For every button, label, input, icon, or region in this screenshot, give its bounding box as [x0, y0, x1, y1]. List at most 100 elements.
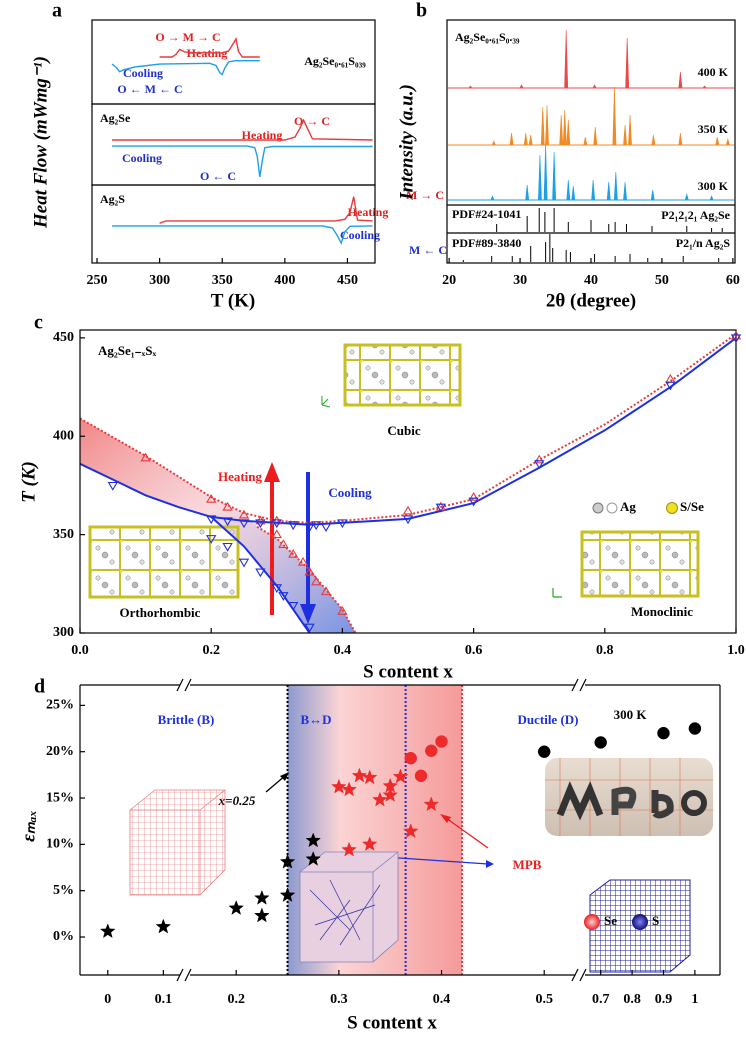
x-tick-label: 300 — [149, 273, 170, 288]
data-point — [288, 521, 299, 531]
x-tick-label: 0.9 — [655, 992, 673, 1007]
annotation: O ← M ← C — [117, 82, 182, 96]
data-point — [372, 791, 388, 807]
data-point — [271, 519, 282, 529]
data-point — [305, 851, 321, 866]
peak — [702, 85, 707, 89]
series-label: Cooling — [123, 66, 163, 80]
x-tick-label: 1.0 — [727, 643, 745, 658]
data-point — [305, 832, 321, 848]
phase-region — [80, 418, 356, 633]
subplot-title: Ag₂S — [100, 192, 125, 206]
axis-break — [176, 968, 192, 982]
data-point — [435, 735, 448, 748]
data-point — [351, 767, 368, 783]
data-point — [155, 918, 172, 934]
panel-label: b — [416, 0, 427, 22]
data-point — [271, 584, 282, 594]
illustrations — [129, 758, 713, 973]
x-tick-label: 0.8 — [596, 643, 614, 658]
peak — [562, 109, 567, 146]
annotation: O → C — [294, 114, 330, 128]
series-label: 300 K — [698, 179, 729, 193]
peak — [612, 86, 617, 146]
peak — [468, 85, 473, 89]
data-point — [665, 381, 676, 391]
peak — [523, 132, 528, 146]
x-axis-label: T (K) — [211, 290, 256, 311]
x-axis-label: S content x — [363, 661, 453, 682]
y-tick-label: 350 — [53, 527, 74, 542]
series-label: 400 K — [698, 65, 729, 79]
peak — [650, 189, 655, 201]
x-tick-label: 0.5 — [535, 992, 553, 1007]
x-tick-label: 0.2 — [227, 992, 245, 1007]
reference-label: PDF#89-3840 — [452, 236, 521, 250]
data-point — [288, 601, 299, 611]
y-tick-label: 25% — [46, 698, 74, 713]
peak — [583, 136, 588, 146]
data-point — [337, 606, 348, 615]
chart-title: Ag₂Se₀.₆₁S₀.₃₉ — [455, 30, 520, 44]
axis-break — [176, 678, 192, 692]
line — [112, 118, 373, 141]
annotation: M → C — [406, 188, 444, 202]
x-tick-label: 0 — [104, 992, 111, 1007]
data-point — [402, 515, 414, 525]
data-point — [288, 549, 299, 558]
series-label: Cooling — [122, 151, 162, 165]
axis-break — [571, 678, 587, 692]
phase-arrows — [264, 462, 316, 624]
annotation: M ← C — [409, 243, 447, 257]
data-point — [435, 501, 446, 511]
line — [111, 60, 260, 76]
data-point — [206, 535, 217, 544]
data-point — [304, 523, 315, 533]
data-point — [304, 623, 315, 633]
data-point — [594, 736, 607, 749]
peak — [552, 151, 557, 201]
x-tick-label: 450 — [337, 273, 358, 288]
peak — [509, 132, 514, 146]
data-point — [320, 586, 332, 596]
peak — [566, 119, 571, 146]
data-point — [688, 722, 702, 735]
atom-label: S/Se — [680, 499, 704, 514]
peak — [709, 195, 714, 201]
data-point — [140, 452, 151, 462]
peak — [592, 84, 597, 89]
reference-label: PDF#24-1041 — [452, 207, 521, 221]
data-point — [222, 542, 233, 552]
peak — [651, 134, 656, 146]
region-label: Cubic — [387, 423, 420, 438]
data-point — [425, 744, 438, 758]
y-axis-label: Heat Flow (mWmg⁻¹) — [30, 56, 51, 229]
peak — [566, 179, 571, 201]
data-point — [534, 454, 545, 464]
x-tick-label: 0.0 — [71, 643, 89, 658]
axis-break — [571, 968, 587, 982]
fit-line — [256, 525, 357, 634]
data-point — [271, 529, 282, 539]
x-tick-label: 20 — [442, 273, 456, 288]
x-tick-label: 1 — [691, 992, 698, 1007]
peak — [559, 114, 564, 146]
data-point — [423, 796, 440, 812]
x-tick-label: 40 — [584, 273, 598, 288]
x-tick-label: 0.4 — [334, 643, 352, 658]
data-point — [392, 768, 409, 784]
peak — [491, 140, 496, 146]
data-point — [382, 777, 398, 793]
atom-label: Se — [604, 913, 617, 928]
peak — [540, 106, 545, 146]
series-label: Cooling — [340, 228, 380, 242]
data-point — [222, 517, 233, 527]
data-point — [337, 519, 348, 529]
peak — [538, 154, 542, 201]
y-tick-label: 15% — [46, 790, 74, 805]
data-point — [320, 523, 332, 533]
panel-label: d — [34, 676, 45, 698]
data-point — [468, 497, 479, 507]
peak — [678, 132, 683, 146]
